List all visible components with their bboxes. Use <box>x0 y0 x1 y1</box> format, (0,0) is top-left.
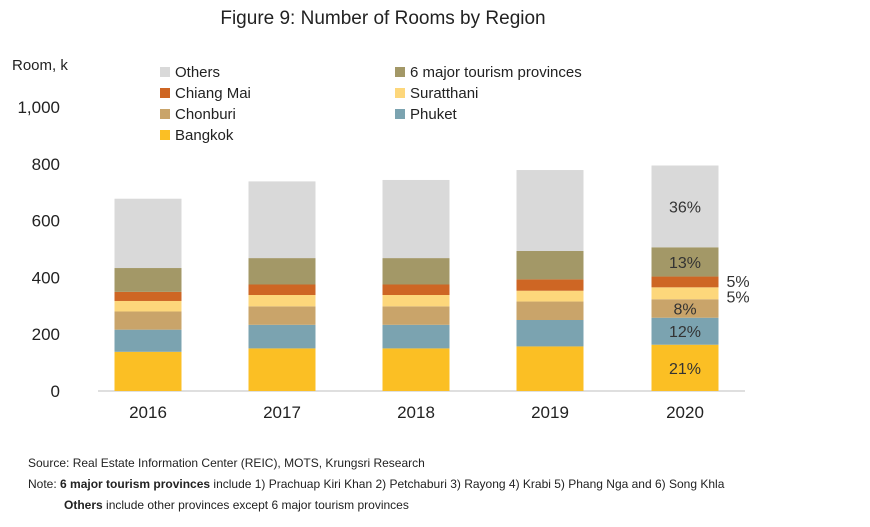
data-label: 36% <box>669 199 701 216</box>
data-label: 13% <box>669 255 701 272</box>
bar-segment-others-2017 <box>248 181 316 259</box>
note-prefix: Note: <box>28 477 61 491</box>
legend-label: Bangkok <box>175 127 234 144</box>
note-line-2: Others include other provinces except 6 … <box>28 495 724 516</box>
bar-segment-chonburi-2020 <box>651 299 719 318</box>
chart-title: Figure 9: Number of Rooms by Region <box>220 8 546 29</box>
legend-label: 6 major tourism provinces <box>410 64 582 81</box>
bar-segment-suratthani-2020 <box>651 287 719 300</box>
data-label: 5% <box>727 274 750 291</box>
bar-segment-phuket-2016 <box>114 329 182 352</box>
bar-segment-phuket-2020 <box>651 317 719 345</box>
y-tick-label: 600 <box>32 212 60 231</box>
bar-segment-chiang-mai-2016 <box>114 291 182 301</box>
bar-segment-chiang-mai-2020 <box>651 276 719 288</box>
x-tick-label: 2018 <box>397 403 435 422</box>
notes: Source: Real Estate Information Center (… <box>28 453 724 516</box>
bar-segment-suratthani-2017 <box>248 295 316 307</box>
legend-swatch <box>160 130 170 140</box>
bar-segment-chiang-mai-2017 <box>248 284 316 296</box>
data-label: 21% <box>669 361 701 378</box>
legend: Others 6 major tourism provinces Chiang Ma… <box>160 64 582 144</box>
source-line: Source: Real Estate Information Center (… <box>28 456 425 470</box>
bar-segment-suratthani-2019 <box>516 290 584 302</box>
legend-label: Suratthani <box>410 85 478 102</box>
x-tick-label: 2016 <box>129 403 167 422</box>
bar-segment-others-2016 <box>114 198 182 269</box>
note-text-1: include 1) Prachuap Kiri Khan 2) Petchab… <box>210 477 725 491</box>
y-tick-label: 0 <box>51 382 60 401</box>
x-tick-label: 2019 <box>531 403 569 422</box>
bar-segment-chonburi-2019 <box>516 301 584 320</box>
y-axis-ticks: 0 200 400 600 800 1,000 <box>17 98 60 401</box>
bar-segment-6-major-tourism-provinces-2019 <box>516 250 584 280</box>
note-text-2: include other provinces except 6 major t… <box>102 498 409 512</box>
bar-segment-bangkok-2017 <box>248 348 316 391</box>
legend-label: Chonburi <box>175 106 236 123</box>
legend-swatch <box>160 88 170 98</box>
bar-segment-6-major-tourism-provinces-2016 <box>114 268 182 292</box>
note-line-1: Note: 6 major tourism provinces include … <box>28 474 724 495</box>
bar-segment-chonburi-2018 <box>382 306 450 325</box>
data-label: 5% <box>727 289 750 306</box>
bar-segment-bangkok-2019 <box>516 346 584 391</box>
y-tick-label: 800 <box>32 155 60 174</box>
x-tick-label: 2017 <box>263 403 301 422</box>
bar-segment-6-major-tourism-provinces-2018 <box>382 258 450 285</box>
legend-label: Others <box>175 64 220 81</box>
legend-label: Phuket <box>410 106 458 123</box>
data-labels: 36% 13% 5%5% 8% 12% 21% <box>669 199 750 377</box>
bars <box>114 165 719 391</box>
bar-segment-others-2020 <box>651 165 719 248</box>
y-tick-label: 400 <box>32 268 60 287</box>
y-axis-label: Room, k <box>12 57 68 74</box>
data-label: 12% <box>669 324 701 341</box>
legend-swatch <box>395 109 405 119</box>
bar-segment-chonburi-2017 <box>248 306 316 325</box>
bar-segment-phuket-2018 <box>382 324 450 349</box>
legend-swatch <box>160 109 170 119</box>
bar-segment-chiang-mai-2019 <box>516 279 584 291</box>
bar-segment-chiang-mai-2018 <box>382 284 450 296</box>
bar-segment-suratthani-2018 <box>382 295 450 307</box>
bar-segment-bangkok-2016 <box>114 351 182 391</box>
bar-segment-bangkok-2018 <box>382 348 450 391</box>
legend-swatch <box>395 88 405 98</box>
legend-swatch <box>160 67 170 77</box>
bar-segment-suratthani-2016 <box>114 300 182 312</box>
y-tick-label: 1,000 <box>17 98 60 117</box>
data-label: 8% <box>673 301 696 318</box>
x-axis-ticks: 2016 2017 2018 2019 2020 <box>129 403 704 422</box>
legend-swatch <box>395 67 405 77</box>
bar-segment-others-2019 <box>516 170 584 251</box>
y-tick-label: 200 <box>32 325 60 344</box>
bar-segment-phuket-2017 <box>248 324 316 349</box>
bar-segment-6-major-tourism-provinces-2017 <box>248 258 316 285</box>
bar-segment-6-major-tourism-provinces-2020 <box>651 247 719 277</box>
bar-segment-chonburi-2016 <box>114 311 182 330</box>
bar-segment-others-2018 <box>382 179 450 259</box>
legend-label: Chiang Mai <box>175 85 251 102</box>
note-bold-1: 6 major tourism provinces <box>60 477 211 491</box>
note-bold-2: Others <box>64 498 103 512</box>
bar-segment-bangkok-2020 <box>651 344 719 391</box>
x-tick-label: 2020 <box>666 403 704 422</box>
bar-segment-phuket-2019 <box>516 320 584 347</box>
